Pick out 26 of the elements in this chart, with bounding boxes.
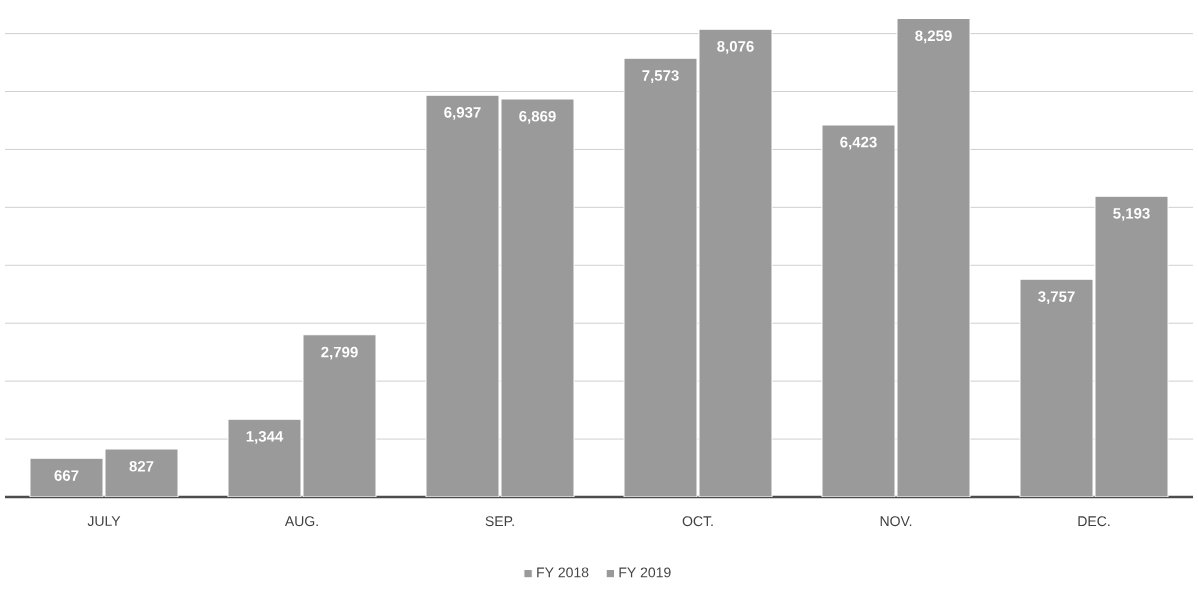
- bar: [104, 448, 179, 497]
- x-tick-label: NOV.: [880, 516, 912, 527]
- data-label: 667: [54, 470, 79, 481]
- data-label: 6,869: [519, 110, 556, 124]
- data-label: 6,423: [840, 136, 877, 150]
- data-label: 8,259: [915, 30, 952, 44]
- x-tick-label: AUG.: [284, 516, 318, 527]
- x-tick-label: DEC.: [1078, 516, 1110, 527]
- data-label: 7,573: [642, 70, 679, 83]
- bar: [302, 334, 377, 497]
- data-label: 3,757: [1038, 291, 1075, 305]
- data-label: 6,937: [444, 107, 481, 120]
- data-label: 2,799: [321, 346, 358, 360]
- bar: [500, 98, 575, 497]
- x-tick-label: JULY: [87, 516, 121, 526]
- bar: [698, 28, 773, 497]
- bar: [896, 18, 971, 497]
- data-label: 5,193: [1113, 208, 1150, 221]
- legend-label: FY 2018: [537, 567, 589, 578]
- bar: [1094, 195, 1169, 497]
- x-tick-label: OCT.: [682, 516, 713, 527]
- data-label: 827: [129, 460, 154, 472]
- x-tick-label: SEP.: [485, 516, 514, 527]
- data-label: 1,344: [246, 431, 284, 444]
- data-label: 8,076: [717, 41, 754, 54]
- legend-label: FY 2019: [619, 567, 671, 578]
